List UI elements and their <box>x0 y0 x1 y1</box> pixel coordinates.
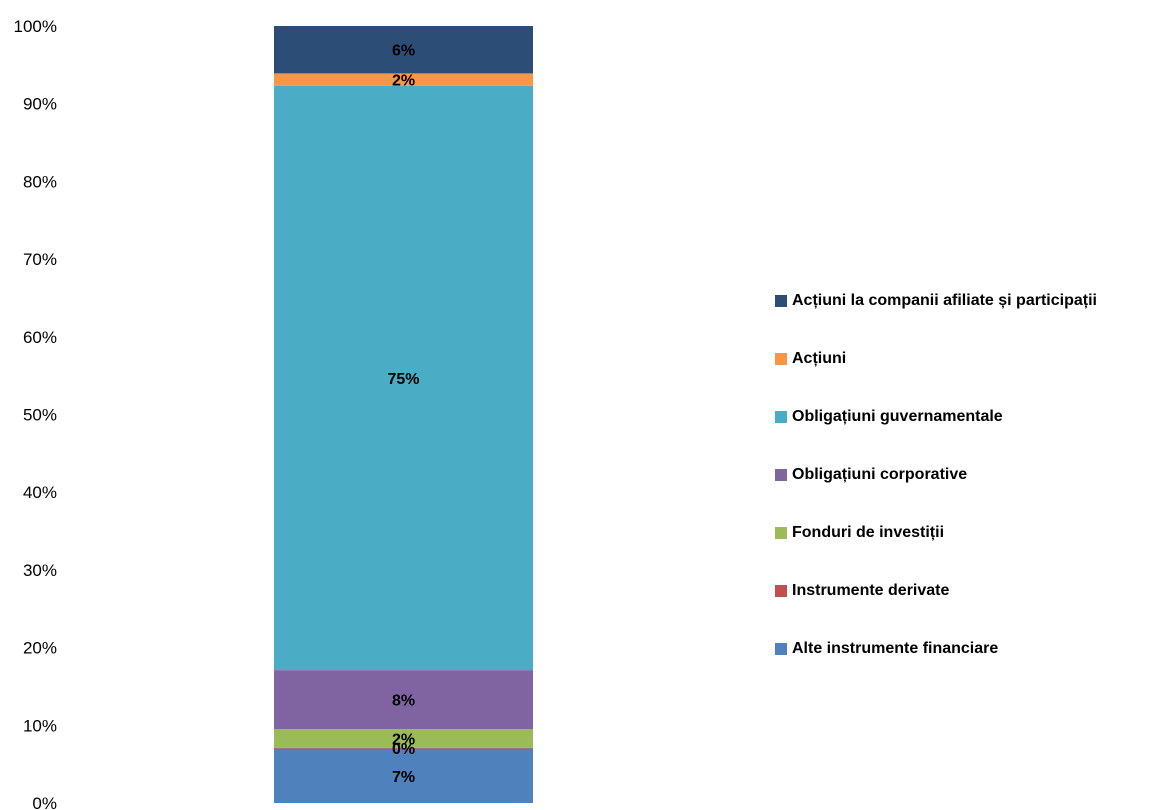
legend-swatch <box>775 643 787 655</box>
legend-label: Acțiuni la companii afiliate și particip… <box>792 292 1097 309</box>
legend-item: Instrumente derivate <box>775 562 1145 620</box>
legend-label: Fonduri de investiții <box>792 524 945 541</box>
y-tick-label: 10% <box>23 716 57 735</box>
bar-segment <box>274 670 533 730</box>
data-label: 7% <box>392 769 415 786</box>
data-label: 6% <box>392 43 415 60</box>
bar-segment <box>274 729 533 748</box>
legend-label: Instrumente derivate <box>792 582 950 599</box>
data-label: 2% <box>392 732 415 749</box>
data-labels: 7%0%2%8%75%2%6% <box>387 43 419 786</box>
legend-swatch <box>775 527 787 539</box>
legend-item: Acțiuni la companii afiliate și particip… <box>775 272 1145 330</box>
y-axis: 0% 10% 20% 30% 40% 50% 60% 70% 80% 90% 100% <box>14 17 57 810</box>
legend-swatch <box>775 353 787 365</box>
data-label: 75% <box>387 371 419 388</box>
y-tick-label: 20% <box>23 639 57 658</box>
legend-item: Alte instrumente financiare <box>775 620 1145 678</box>
data-label: 2% <box>392 73 415 90</box>
legend-swatch <box>775 469 787 481</box>
data-label: 8% <box>392 693 415 710</box>
legend-label: Obligațiuni guvernamentale <box>792 408 1003 425</box>
legend-label: Obligațiuni corporative <box>792 466 968 483</box>
bar-segment <box>274 26 533 74</box>
y-tick-label: 100% <box>14 17 57 36</box>
bar-segment <box>274 748 533 803</box>
y-tick-label: 30% <box>23 561 57 580</box>
bar-stack <box>274 26 533 803</box>
legend-item: Obligațiuni corporative <box>775 446 1145 504</box>
bar-segment <box>274 747 533 749</box>
legend-label: Alte instrumente financiare <box>792 640 999 657</box>
y-tick-label: 50% <box>23 406 57 425</box>
y-tick-label: 70% <box>23 250 57 269</box>
y-tick-label: 80% <box>23 172 57 191</box>
y-tick-label: 0% <box>32 794 57 810</box>
y-tick-label: 60% <box>23 328 57 347</box>
bar-segment <box>274 85 533 671</box>
legend-item: Fonduri de investiții <box>775 504 1145 562</box>
legend-swatch <box>775 411 787 423</box>
y-tick-label: 90% <box>23 95 57 114</box>
legend-item: Obligațiuni guvernamentale <box>775 388 1145 446</box>
legend-swatch <box>775 585 787 597</box>
legend: Acțiuni la companii afiliate și particip… <box>775 272 1145 678</box>
data-label: 0% <box>392 741 415 758</box>
legend-swatch <box>775 295 787 307</box>
legend-item: Acțiuni <box>775 330 1145 388</box>
legend-label: Acțiuni <box>792 350 847 367</box>
bar-segment <box>274 73 533 86</box>
y-tick-label: 40% <box>23 483 57 502</box>
